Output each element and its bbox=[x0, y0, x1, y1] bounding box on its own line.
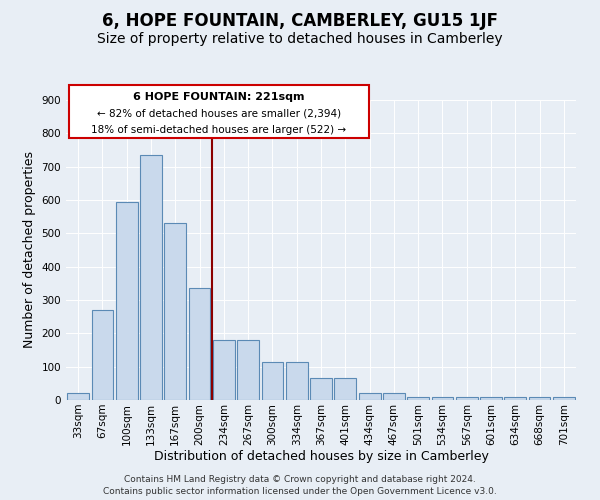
Text: Contains public sector information licensed under the Open Government Licence v3: Contains public sector information licen… bbox=[103, 486, 497, 496]
Bar bbox=[286, 362, 308, 400]
Bar bbox=[359, 394, 380, 400]
Bar bbox=[480, 396, 502, 400]
Text: 6, HOPE FOUNTAIN, CAMBERLEY, GU15 1JF: 6, HOPE FOUNTAIN, CAMBERLEY, GU15 1JF bbox=[102, 12, 498, 30]
Bar bbox=[188, 288, 211, 400]
Bar bbox=[553, 398, 575, 400]
Bar bbox=[383, 394, 405, 400]
Bar bbox=[116, 202, 137, 400]
Bar bbox=[91, 310, 113, 400]
Text: 18% of semi-detached houses are larger (522) →: 18% of semi-detached houses are larger (… bbox=[91, 124, 347, 134]
Bar bbox=[262, 362, 283, 400]
Text: 6 HOPE FOUNTAIN: 221sqm: 6 HOPE FOUNTAIN: 221sqm bbox=[133, 92, 305, 102]
Bar bbox=[431, 396, 454, 400]
Bar bbox=[213, 340, 235, 400]
Bar bbox=[164, 224, 186, 400]
Bar bbox=[529, 398, 550, 400]
Bar bbox=[456, 396, 478, 400]
Bar bbox=[140, 155, 162, 400]
Y-axis label: Number of detached properties: Number of detached properties bbox=[23, 152, 36, 348]
Bar bbox=[237, 340, 259, 400]
Bar bbox=[505, 396, 526, 400]
Text: Contains HM Land Registry data © Crown copyright and database right 2024.: Contains HM Land Registry data © Crown c… bbox=[124, 476, 476, 484]
Bar bbox=[334, 378, 356, 400]
Text: ← 82% of detached houses are smaller (2,394): ← 82% of detached houses are smaller (2,… bbox=[97, 109, 341, 119]
Bar bbox=[67, 394, 89, 400]
Bar bbox=[310, 378, 332, 400]
X-axis label: Distribution of detached houses by size in Camberley: Distribution of detached houses by size … bbox=[154, 450, 488, 464]
Text: Size of property relative to detached houses in Camberley: Size of property relative to detached ho… bbox=[97, 32, 503, 46]
Bar bbox=[407, 396, 429, 400]
